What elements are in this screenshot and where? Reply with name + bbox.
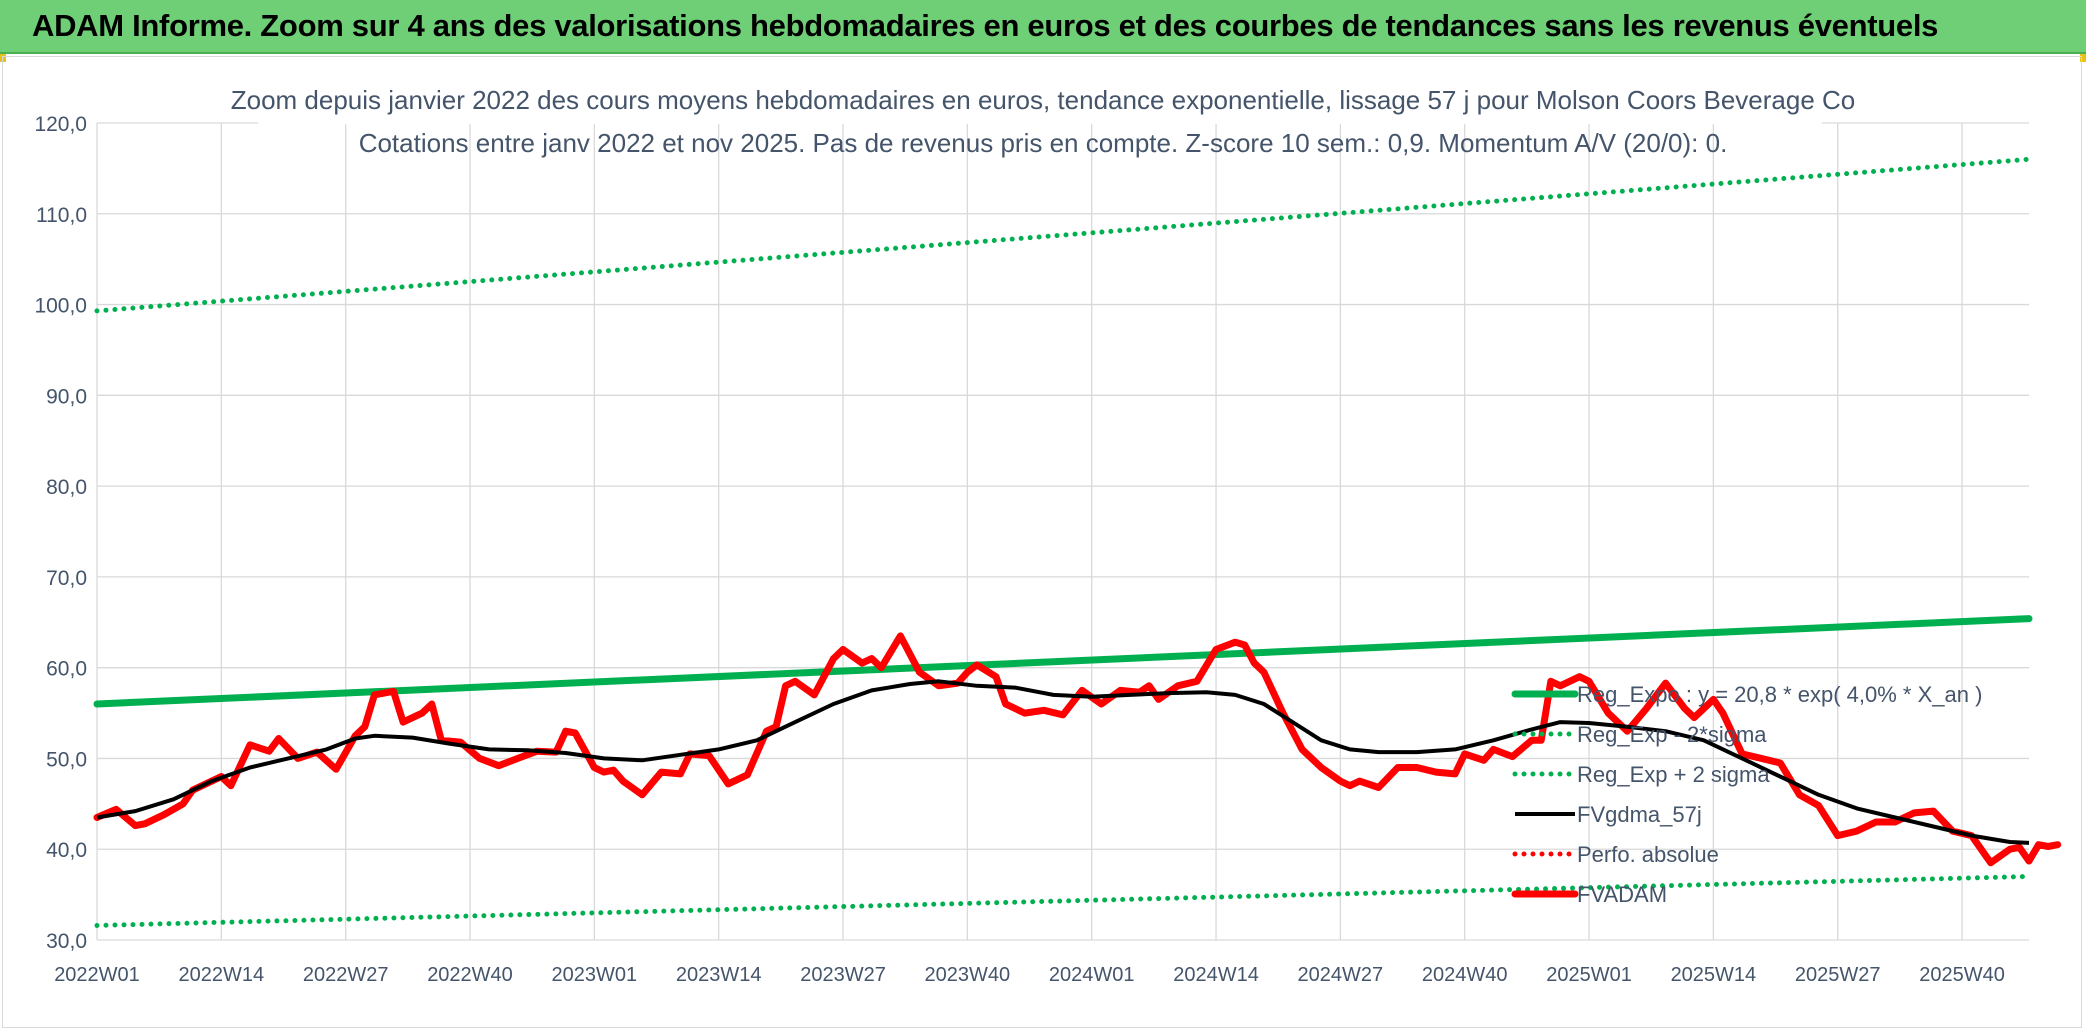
y-axis: 30,0 40,0 50,0 60,0 70,0 80,0 90,0 100,0 110,0 12… <box>34 113 87 953</box>
x-tick-label: 2023W40 <box>925 964 1011 986</box>
x-tick-label: 2024W14 <box>1173 964 1259 986</box>
x-tick-label: 2025W01 <box>1546 964 1632 986</box>
x-tick-label: 2025W27 <box>1795 964 1881 986</box>
legend-label: FVgdma_57j <box>1577 802 1702 827</box>
series-line-5 <box>93 632 2062 867</box>
y-tick-label: 70,0 <box>46 567 87 590</box>
series-line-1 <box>94 874 2032 928</box>
y-tick-label: 30,0 <box>46 930 87 953</box>
corner-accent-right <box>2080 54 2086 62</box>
series-line-2 <box>94 156 2032 314</box>
x-tick-label: 2022W40 <box>427 964 513 986</box>
legend-label: Reg_Exp + 2 sigma <box>1577 762 1770 787</box>
legend: Reg_Expo : y = 20,8 * exp( 4,0% * X_an )… <box>1511 682 1982 907</box>
x-tick-label: 2023W01 <box>552 964 638 986</box>
series-layer <box>93 156 2062 928</box>
y-tick-label: 40,0 <box>46 839 87 862</box>
y-tick-label: 120,0 <box>34 113 87 136</box>
series-line-3 <box>96 679 2030 845</box>
y-tick-label: 100,0 <box>34 295 87 318</box>
legend-label: Perfo. absolue <box>1577 842 1719 867</box>
grid-lines <box>96 122 2029 941</box>
x-tick-label: 2023W14 <box>676 964 762 986</box>
report-banner: ADAM Informe. Zoom sur 4 ans des valoris… <box>0 0 2086 54</box>
title-background <box>258 76 1822 124</box>
y-tick-label: 90,0 <box>46 385 87 408</box>
chart-title: Zoom depuis janvier 2022 des cours moyen… <box>231 85 1856 115</box>
y-tick-label: 80,0 <box>46 476 87 499</box>
legend-label: FVADAM <box>1577 882 1667 907</box>
legend-label: Reg_Exp - 2*sigma <box>1577 722 1767 747</box>
report-title: ADAM Informe. Zoom sur 4 ans des valoris… <box>32 8 1939 43</box>
y-tick-label: 50,0 <box>46 748 87 771</box>
y-tick-label: 60,0 <box>46 658 87 681</box>
chart-subtitle: Cotations entre janv 2022 et nov 2025. P… <box>359 128 1728 158</box>
x-tick-label: 2024W01 <box>1049 964 1135 986</box>
x-tick-label: 2022W14 <box>179 964 265 986</box>
x-tick-label: 2022W27 <box>303 964 389 986</box>
x-axis: 2022W01 2022W14 2022W27 2022W40 2023W01 2023W… <box>54 964 2005 986</box>
y-tick-label: 110,0 <box>36 204 87 227</box>
legend-label: Reg_Expo : y = 20,8 * exp( 4,0% * X_an ) <box>1577 682 1982 707</box>
chart-frame <box>2 56 2082 1028</box>
x-tick-label: 2023W27 <box>800 964 886 986</box>
x-tick-label: 2025W14 <box>1671 964 1757 986</box>
series-line-0 <box>93 615 2033 708</box>
x-tick-label: 2024W40 <box>1422 964 1508 986</box>
corner-accent-left <box>0 54 6 62</box>
x-tick-label: 2022W01 <box>54 964 140 986</box>
x-tick-label: 2024W27 <box>1298 964 1384 986</box>
x-tick-label: 2025W40 <box>1919 964 2005 986</box>
